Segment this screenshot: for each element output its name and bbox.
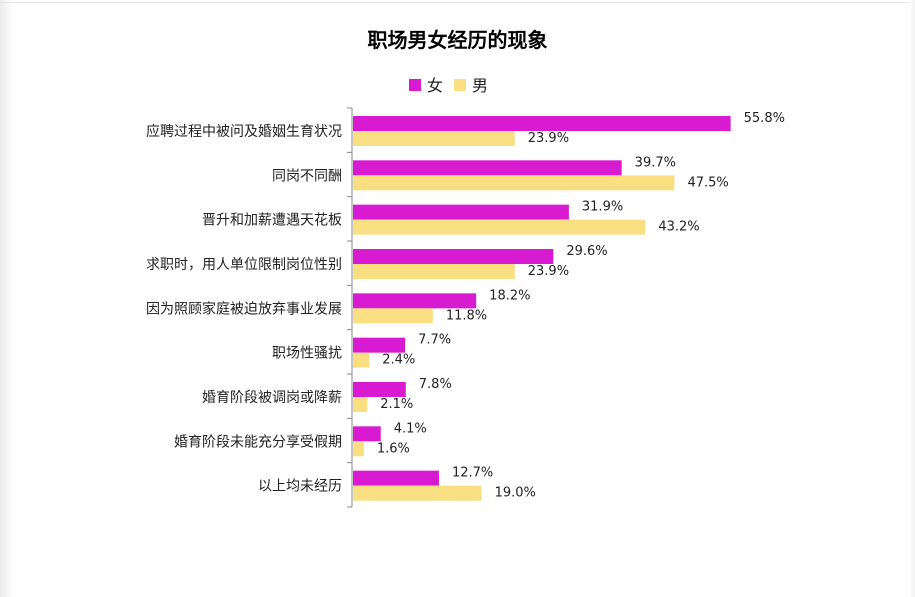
data-label: 7.8% — [419, 377, 452, 392]
bar-male — [353, 264, 515, 279]
data-label: 31.9% — [582, 200, 623, 215]
bar-female — [353, 204, 569, 220]
data-label: 39.7% — [635, 155, 676, 170]
right-edge-shade — [910, 0, 915, 597]
top-edge-line — [0, 2, 915, 3]
category-label: 应聘过程中被问及婚姻生育状况 — [146, 123, 342, 140]
bar-male — [353, 131, 515, 146]
category-label: 同岗不同酬 — [272, 168, 342, 184]
data-label: 11.8% — [446, 308, 487, 323]
category-label: 婚育阶段未能充分享受假期 — [174, 433, 342, 450]
bar-female — [353, 426, 381, 442]
data-label: 29.6% — [566, 244, 607, 259]
bar-female — [353, 293, 477, 309]
legend-label: 女 — [427, 76, 443, 95]
data-label: 7.7% — [418, 333, 451, 348]
left-edge-shade — [0, 0, 14, 597]
data-label: 1.6% — [377, 441, 410, 456]
data-label: 43.2% — [658, 220, 699, 235]
data-label: 47.5% — [687, 175, 728, 190]
bar-male — [353, 441, 364, 457]
category-label: 求职时，用人单位限制岗位性别 — [146, 257, 342, 273]
chart-title: 职场男女经历的现象 — [367, 28, 548, 52]
bar-female — [353, 337, 406, 353]
bar-male — [353, 219, 646, 235]
bar-male — [353, 308, 433, 324]
category-label: 晋升和加薪遭遇天花板 — [202, 213, 342, 229]
bar-female — [353, 249, 554, 264]
bar-male — [353, 397, 368, 412]
legend-swatch — [454, 79, 466, 91]
bar-female — [353, 470, 439, 486]
bar-male — [353, 175, 675, 191]
category-label: 婚育阶段被调岗或降薪 — [202, 390, 342, 406]
data-label: 23.9% — [528, 264, 569, 279]
data-label: 19.0% — [495, 486, 536, 501]
legend-swatch — [409, 79, 421, 91]
data-label: 55.8% — [744, 111, 785, 126]
bar-male — [353, 485, 482, 501]
data-label: 18.2% — [489, 288, 530, 303]
data-label: 2.1% — [380, 397, 413, 412]
bar-male — [353, 352, 370, 368]
category-label: 因为照顾家庭被迫放弃事业发展 — [146, 300, 342, 317]
legend-label: 男 — [472, 76, 488, 95]
data-label: 4.1% — [394, 421, 427, 436]
category-label: 以上均未经历 — [258, 479, 342, 495]
category-label: 职场性骚扰 — [272, 346, 342, 362]
bar-female — [353, 160, 622, 176]
bar-female — [353, 382, 406, 397]
data-label: 12.7% — [452, 466, 493, 481]
data-label: 2.4% — [382, 353, 415, 368]
data-label: 23.9% — [528, 131, 569, 146]
bar-female — [353, 116, 731, 131]
